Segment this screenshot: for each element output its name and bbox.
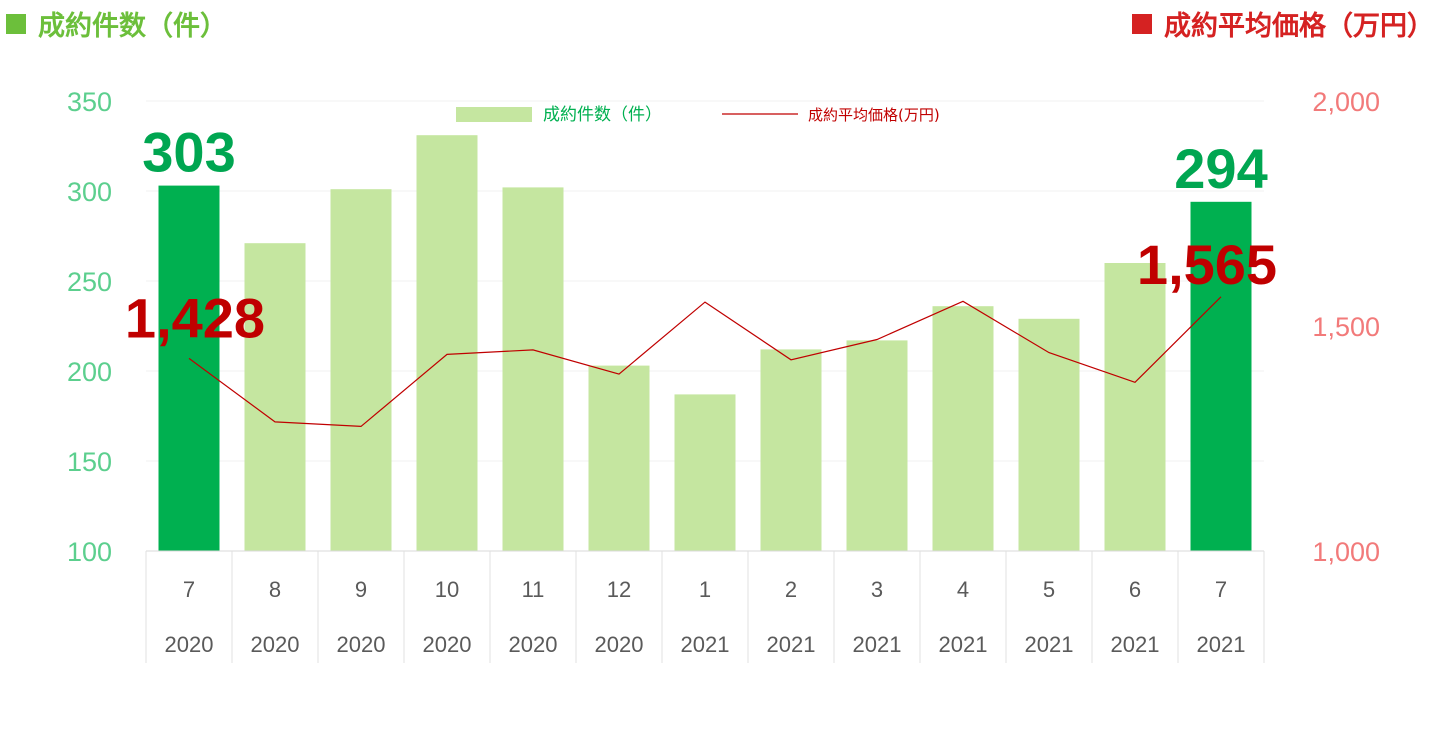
legend-bar-swatch bbox=[456, 107, 532, 122]
x-tick-month: 2 bbox=[785, 577, 797, 602]
bar-2 bbox=[330, 189, 392, 551]
x-tick-year: 2021 bbox=[767, 632, 816, 657]
x-tick-month: 11 bbox=[522, 577, 545, 602]
bar-11 bbox=[1104, 263, 1166, 551]
x-tick-month: 6 bbox=[1129, 577, 1141, 602]
left-y-tick: 350 bbox=[67, 87, 112, 117]
left-y-tick: 100 bbox=[67, 537, 112, 567]
x-tick-month: 9 bbox=[355, 577, 367, 602]
right-y-tick: 2,000 bbox=[1312, 87, 1380, 117]
last-count-label: 294 bbox=[1174, 137, 1267, 200]
left-y-tick: 150 bbox=[67, 447, 112, 477]
bar-8 bbox=[846, 340, 908, 551]
x-tick-month: 8 bbox=[269, 577, 281, 602]
data-labels: 303 294 1,428 1,565 bbox=[125, 121, 1277, 350]
left-y-tick: 200 bbox=[67, 357, 112, 387]
x-tick-year: 2020 bbox=[165, 632, 214, 657]
bar-7 bbox=[760, 349, 822, 551]
right-y-axis: 1,000 1,500 2,000 bbox=[1312, 87, 1380, 567]
bar-3 bbox=[416, 135, 478, 551]
x-tick-month: 3 bbox=[871, 577, 883, 602]
first-price-label: 1,428 bbox=[125, 286, 265, 349]
x-tick-year: 2020 bbox=[509, 632, 558, 657]
x-tick-year: 2021 bbox=[1025, 632, 1074, 657]
bar-5 bbox=[588, 365, 650, 551]
left-y-tick: 250 bbox=[67, 267, 112, 297]
x-tick-month: 4 bbox=[957, 577, 969, 602]
x-tick-year: 2021 bbox=[853, 632, 902, 657]
left-axis-header: 成約件数（件） bbox=[6, 4, 227, 43]
bar-series bbox=[158, 135, 1252, 552]
x-tick-month: 7 bbox=[1215, 577, 1227, 602]
left-y-axis: 100 150 200 250 300 350 bbox=[67, 87, 112, 567]
legend: 成約件数（件） 成約平均価格(万円) bbox=[456, 105, 940, 125]
last-price-label: 1,565 bbox=[1137, 233, 1277, 296]
x-tick-month: 1 bbox=[699, 577, 711, 602]
bar-12 bbox=[1190, 201, 1252, 552]
legend-price-label: 成約平均価格(万円) bbox=[808, 106, 940, 124]
bar-6 bbox=[674, 394, 736, 551]
line-series bbox=[188, 296, 1222, 428]
red-square-icon bbox=[1132, 13, 1152, 34]
x-tick-year: 2021 bbox=[939, 632, 988, 657]
x-tick-year: 2020 bbox=[423, 632, 472, 657]
bar-1 bbox=[244, 243, 306, 551]
bar-0 bbox=[158, 185, 220, 551]
bar-10 bbox=[1018, 318, 1080, 551]
green-square-icon bbox=[6, 13, 26, 34]
right-axis-header: 成約平均価格（万円） bbox=[1132, 4, 1434, 43]
left-y-tick: 300 bbox=[67, 177, 112, 207]
bar-4 bbox=[502, 187, 564, 551]
x-tick-month: 5 bbox=[1043, 577, 1055, 602]
right-y-tick: 1,000 bbox=[1312, 537, 1380, 567]
right-axis-header-text: 成約平均価格（万円） bbox=[1164, 11, 1434, 42]
bar-9 bbox=[932, 306, 994, 551]
x-tick-year: 2020 bbox=[595, 632, 644, 657]
x-tick-year: 2021 bbox=[681, 632, 730, 657]
right-y-tick: 1,500 bbox=[1312, 312, 1380, 342]
x-tick-month: 7 bbox=[183, 577, 195, 602]
x-tick-month: 10 bbox=[435, 577, 459, 602]
legend-count-label: 成約件数（件） bbox=[543, 105, 662, 125]
left-axis-header-text: 成約件数（件） bbox=[38, 11, 227, 42]
x-tick-year: 2020 bbox=[251, 632, 300, 657]
x-tick-year: 2020 bbox=[337, 632, 386, 657]
first-count-label: 303 bbox=[142, 121, 235, 184]
x-tick-month: 12 bbox=[607, 577, 631, 602]
x-tick-year: 2021 bbox=[1197, 632, 1246, 657]
price-line bbox=[188, 296, 1222, 428]
x-axis-table: 7 2020 8 2020 9 2020 10 2020 11 2020 12 2020 1 2021 2 2… bbox=[145, 550, 1265, 663]
x-tick-year: 2021 bbox=[1111, 632, 1160, 657]
